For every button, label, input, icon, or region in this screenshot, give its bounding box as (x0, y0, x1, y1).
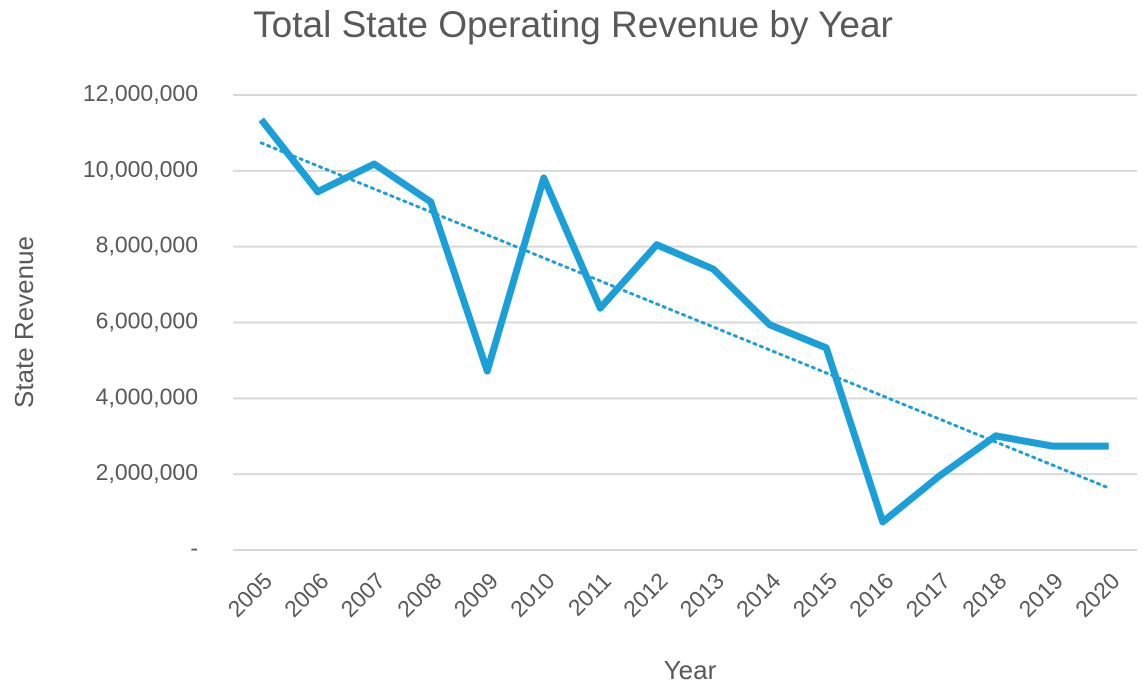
y-tick-label: 10,000,000 (83, 156, 198, 182)
data-line (258, 117, 1109, 526)
y-axis-label: State Revenue (9, 236, 39, 408)
x-tick-label: 2018 (957, 567, 1012, 622)
x-tick-label: 2017 (901, 567, 956, 622)
x-tick-label: 2005 (223, 567, 278, 622)
x-tick-label: 2006 (279, 567, 334, 622)
x-tick-label: 2012 (618, 567, 673, 622)
y-tick-label: 2,000,000 (96, 459, 198, 485)
x-tick-label: 2008 (392, 567, 447, 622)
trendline (259, 141, 1111, 490)
x-tick-label: 2007 (336, 567, 391, 622)
y-tick-label: 4,000,000 (96, 383, 198, 409)
x-tick-label: 2013 (675, 567, 730, 622)
x-tick-label: 2011 (563, 567, 616, 620)
x-tick-label: 2016 (844, 567, 899, 622)
y-tick-label: - (190, 535, 198, 561)
x-tick-label: 2014 (731, 567, 786, 622)
x-axis-label: Year (664, 655, 717, 685)
x-tick-label: 2010 (505, 567, 560, 622)
y-tick-label: 12,000,000 (83, 80, 198, 106)
x-tick-label: 2015 (788, 567, 843, 622)
chart-title: Total State Operating Revenue by Year (253, 4, 893, 45)
y-tick-label: 8,000,000 (96, 232, 198, 258)
y-tick-label: 6,000,000 (96, 308, 198, 334)
x-tick-label: 2020 (1070, 567, 1125, 622)
x-tick-label: 2019 (1014, 567, 1069, 622)
x-tick-label: 2009 (449, 567, 504, 622)
